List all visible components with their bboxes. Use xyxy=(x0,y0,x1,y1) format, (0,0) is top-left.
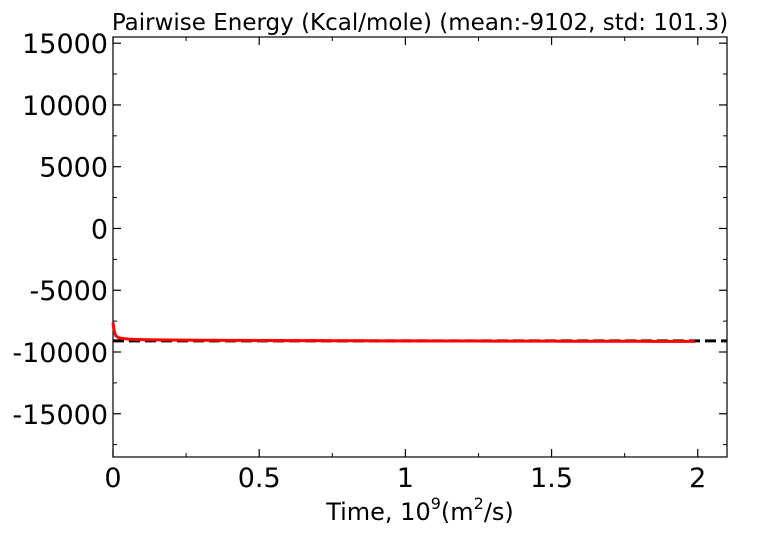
x-axis: 0 0.5 1 1.5 2 xyxy=(104,37,706,494)
chart-title: Pairwise Energy (Kcal/mole) (mean:-9102,… xyxy=(112,10,728,36)
y-tick-label: 15000 xyxy=(22,29,108,60)
x-tick-label: 0 xyxy=(104,463,121,494)
x-axis-label-base: Time, 10 xyxy=(325,498,431,526)
y-tick-label: 0 xyxy=(91,214,108,245)
y-tick-label: 10000 xyxy=(22,91,108,122)
x-axis-label-unit-pre: (m xyxy=(441,498,474,526)
y-tick-label: -10000 xyxy=(12,338,108,369)
y-axis: 15000 10000 5000 0 -5000 -10000 -15000 xyxy=(12,29,727,446)
series-line xyxy=(111,322,695,343)
x-tick-label: 1.5 xyxy=(530,463,573,494)
x-tick-label: 2 xyxy=(689,463,706,494)
x-axis-label: Time, 109(m2/s) xyxy=(325,494,514,526)
series-layer xyxy=(111,322,695,343)
y-tick-label: 5000 xyxy=(39,153,108,184)
x-axis-label-unit-post: /s) xyxy=(484,498,514,526)
y-tick-label: -5000 xyxy=(30,276,108,307)
x-axis-label-exp: 9 xyxy=(431,494,441,513)
plot-area xyxy=(112,36,728,458)
y-tick-label: -15000 xyxy=(12,400,108,431)
x-axis-label-unit-exp: 2 xyxy=(474,494,484,513)
x-tick-label: 0.5 xyxy=(238,463,281,494)
x-tick-label: 1 xyxy=(397,463,414,494)
